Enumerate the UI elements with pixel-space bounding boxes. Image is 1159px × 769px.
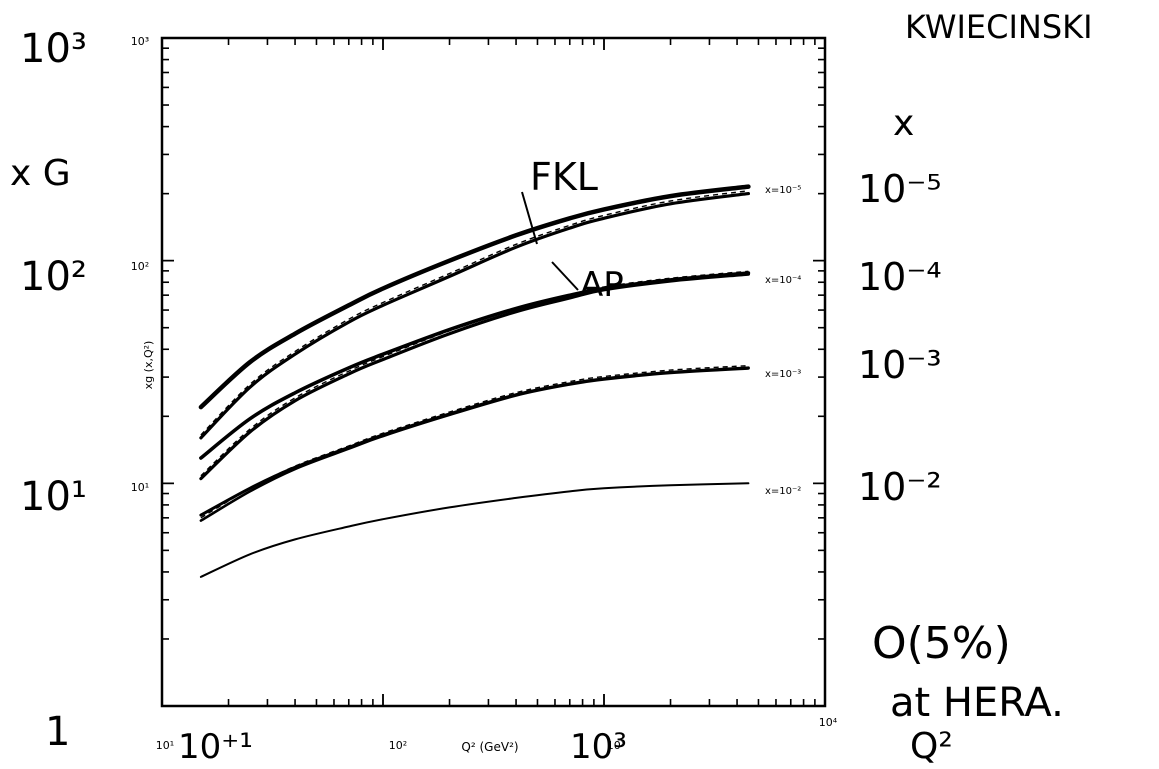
y-tick-label: 10³ [131, 35, 149, 48]
curve-label: x=10⁻⁴ [765, 275, 801, 286]
hand-y-axis-label: x G [10, 153, 71, 194]
x-column-header: x [893, 103, 914, 144]
series-line [198, 184, 751, 410]
curve-label: x=10⁻³ [765, 369, 801, 380]
curve-label: x=10⁻² [765, 486, 801, 497]
series-line-dashed [200, 270, 749, 477]
series-line-dashed [200, 364, 749, 519]
series-curves [198, 184, 751, 578]
hand-y-tick: 10² [20, 254, 87, 300]
series-line [199, 366, 750, 517]
x-tick-label: 10³ [607, 739, 625, 752]
y-tick-label: 10¹ [131, 481, 149, 494]
hand-x-tick: 10³ [570, 727, 627, 767]
hand-x-axis-label: Q² [910, 726, 953, 767]
note-line-1: O(5%) [872, 618, 1011, 669]
y-tick-label: 10² [131, 260, 149, 273]
series-line [199, 271, 751, 460]
x-tick-label: 10⁴ [819, 716, 838, 729]
series-line [199, 367, 750, 522]
series-line [199, 482, 750, 578]
author-name: KWIECINSKI [905, 8, 1093, 46]
hand-x-tick: 10⁺¹ [178, 727, 253, 767]
series-label-fkl: FKL [530, 155, 598, 199]
note-line-2: at HERA. [890, 680, 1064, 726]
fkl-pointer [521, 191, 538, 245]
ap-pointer [551, 261, 579, 291]
hand-y-tick: 10³ [20, 26, 87, 72]
y-axis-label: xg (x,Q²) [142, 341, 155, 390]
series-line [199, 192, 750, 440]
axis-ticks [161, 37, 826, 707]
curve-label: x=10⁻⁵ [765, 185, 801, 196]
x-value: 10⁻² [858, 465, 942, 509]
x-tick-label: 10² [389, 739, 407, 752]
x-value: 10⁻⁵ [858, 167, 942, 211]
hand-y-tick: 10¹ [20, 474, 87, 520]
x-tick-label: 10¹ [156, 739, 174, 752]
hand-y-tick: 1 [45, 709, 70, 755]
series-line [199, 272, 750, 481]
plot-frame [160, 36, 827, 708]
series-label-ap: AP [580, 265, 624, 305]
x-value: 10⁻³ [858, 343, 942, 387]
series-line-dashed [200, 190, 749, 436]
x-axis-label: Q² (GeV²) [461, 740, 518, 754]
x-value: 10⁻⁴ [858, 255, 942, 299]
